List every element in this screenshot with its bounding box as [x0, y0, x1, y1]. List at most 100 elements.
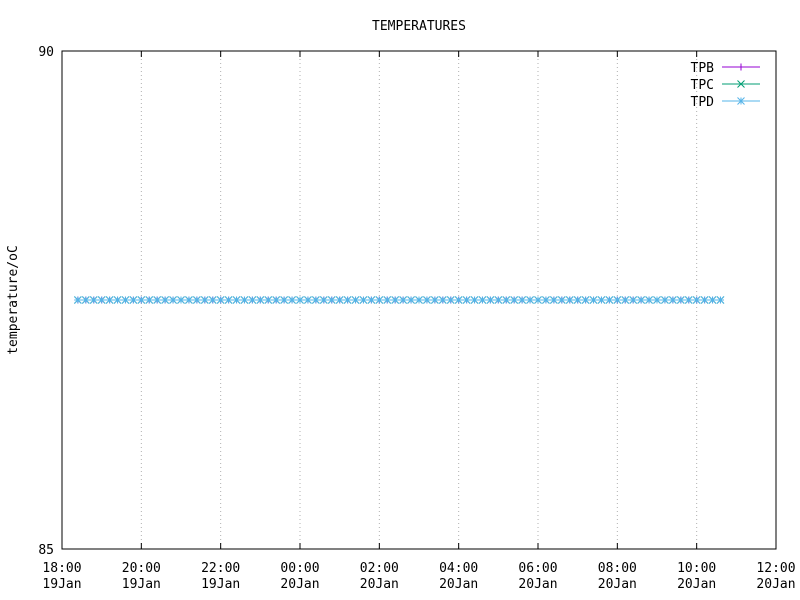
data-point: [661, 296, 669, 304]
data-point: [708, 296, 717, 304]
x-tick-label: 20:00 19Jan: [122, 561, 161, 592]
data-point: [216, 296, 225, 304]
data-point: [113, 296, 122, 304]
data-point: [605, 296, 614, 304]
data-point: [81, 296, 90, 304]
data-point: [327, 296, 336, 304]
data-point: [502, 296, 511, 304]
x-tick-label: 12:00 20Jan: [756, 561, 795, 592]
data-point: [557, 296, 566, 304]
data-point: [684, 296, 693, 304]
data-point: [359, 296, 368, 304]
data-point: [629, 296, 638, 304]
y-axis-label: temperature/oC: [6, 245, 21, 355]
data-point: [145, 296, 154, 304]
data-point: [335, 296, 344, 304]
data-point: [129, 296, 138, 304]
data-point: [177, 296, 185, 304]
data-point: [613, 296, 622, 304]
data-point: [534, 296, 542, 304]
data-point: [280, 296, 288, 304]
data-point: [589, 296, 598, 304]
data-point: [296, 296, 304, 304]
data-point: [240, 296, 249, 304]
data-point: [470, 296, 479, 304]
data-point: [185, 296, 193, 304]
data-point: [676, 296, 685, 304]
x-tick-label: 02:00 20Jan: [360, 561, 399, 592]
data-point: [645, 296, 653, 304]
data-point: [121, 296, 130, 304]
legend-marker: [737, 97, 745, 105]
chart-title: TEMPERATURES: [372, 19, 466, 34]
y-tick-label: 85: [38, 543, 54, 558]
data-point: [653, 296, 661, 304]
data-point: [224, 296, 233, 304]
legend-marker: [737, 80, 745, 88]
data-point: [423, 296, 431, 304]
data-point: [312, 296, 320, 304]
data-point: [137, 296, 146, 304]
legend-marker: [737, 63, 745, 71]
data-point: [248, 296, 257, 304]
data-point: [581, 296, 590, 304]
data-point: [343, 296, 352, 304]
legend-label: TPC: [691, 78, 714, 93]
data-point: [486, 296, 495, 304]
y-tick-label: 90: [38, 45, 54, 60]
data-point: [153, 296, 162, 304]
data-point: [407, 296, 415, 304]
data-point: [621, 296, 630, 304]
data-point: [518, 296, 526, 304]
data-point: [526, 296, 534, 304]
data-point: [97, 296, 106, 304]
data-point: [351, 296, 360, 304]
data-point: [669, 296, 677, 304]
data-point: [597, 296, 606, 304]
x-tick-label: 22:00 19Jan: [201, 561, 240, 592]
x-tick-label: 06:00 20Jan: [518, 561, 557, 592]
data-point: [169, 296, 177, 304]
x-tick-label: 08:00 20Jan: [598, 561, 637, 592]
x-tick-label: 00:00 20Jan: [280, 561, 319, 592]
data-point: [232, 296, 241, 304]
data-point: [74, 296, 82, 304]
data-point: [494, 296, 503, 304]
data-point: [161, 296, 169, 304]
data-point: [383, 296, 392, 304]
data-point: [264, 296, 273, 304]
data-point: [692, 296, 701, 304]
data-point: [89, 296, 98, 304]
legend-label: TPB: [691, 61, 715, 76]
data-point: [573, 296, 582, 304]
x-tick-label: 10:00 20Jan: [677, 561, 716, 592]
data-point: [200, 296, 209, 304]
data-point: [319, 296, 328, 304]
data-point: [375, 296, 384, 304]
data-point: [399, 296, 407, 304]
data-point: [542, 296, 550, 304]
data-point: [438, 296, 447, 304]
data-point: [550, 296, 558, 304]
data-point: [208, 296, 217, 304]
data-point: [105, 296, 114, 304]
legend-label: TPD: [691, 95, 715, 110]
data-point: [478, 296, 487, 304]
data-point: [446, 296, 455, 304]
data-point: [700, 296, 709, 304]
data-point: [415, 296, 423, 304]
data-point: [431, 296, 439, 304]
data-point: [510, 296, 519, 304]
x-tick-label: 18:00 19Jan: [42, 561, 81, 592]
x-tick-label: 04:00 20Jan: [439, 561, 478, 592]
data-point: [637, 296, 645, 304]
data-point: [256, 296, 265, 304]
data-point: [304, 296, 312, 304]
data-point: [193, 296, 201, 304]
data-point: [272, 296, 281, 304]
data-point: [462, 296, 471, 304]
data-point: [716, 296, 725, 304]
data-point: [367, 296, 376, 304]
data-point: [565, 296, 574, 304]
